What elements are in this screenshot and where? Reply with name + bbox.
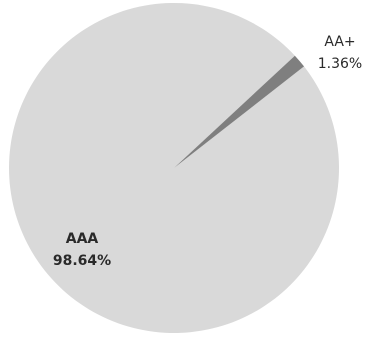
pie-slices bbox=[9, 3, 340, 334]
pie-slice-aa-plus bbox=[174, 55, 305, 168]
slice-percent-aaa: 98.64% bbox=[53, 253, 111, 269]
slice-label-aaa: AAA bbox=[66, 231, 99, 247]
slice-percent-aa-plus: 1.36% bbox=[318, 56, 362, 72]
pie-slice-aaa bbox=[9, 3, 340, 334]
slice-label-aa-plus: AA+ bbox=[324, 34, 355, 50]
